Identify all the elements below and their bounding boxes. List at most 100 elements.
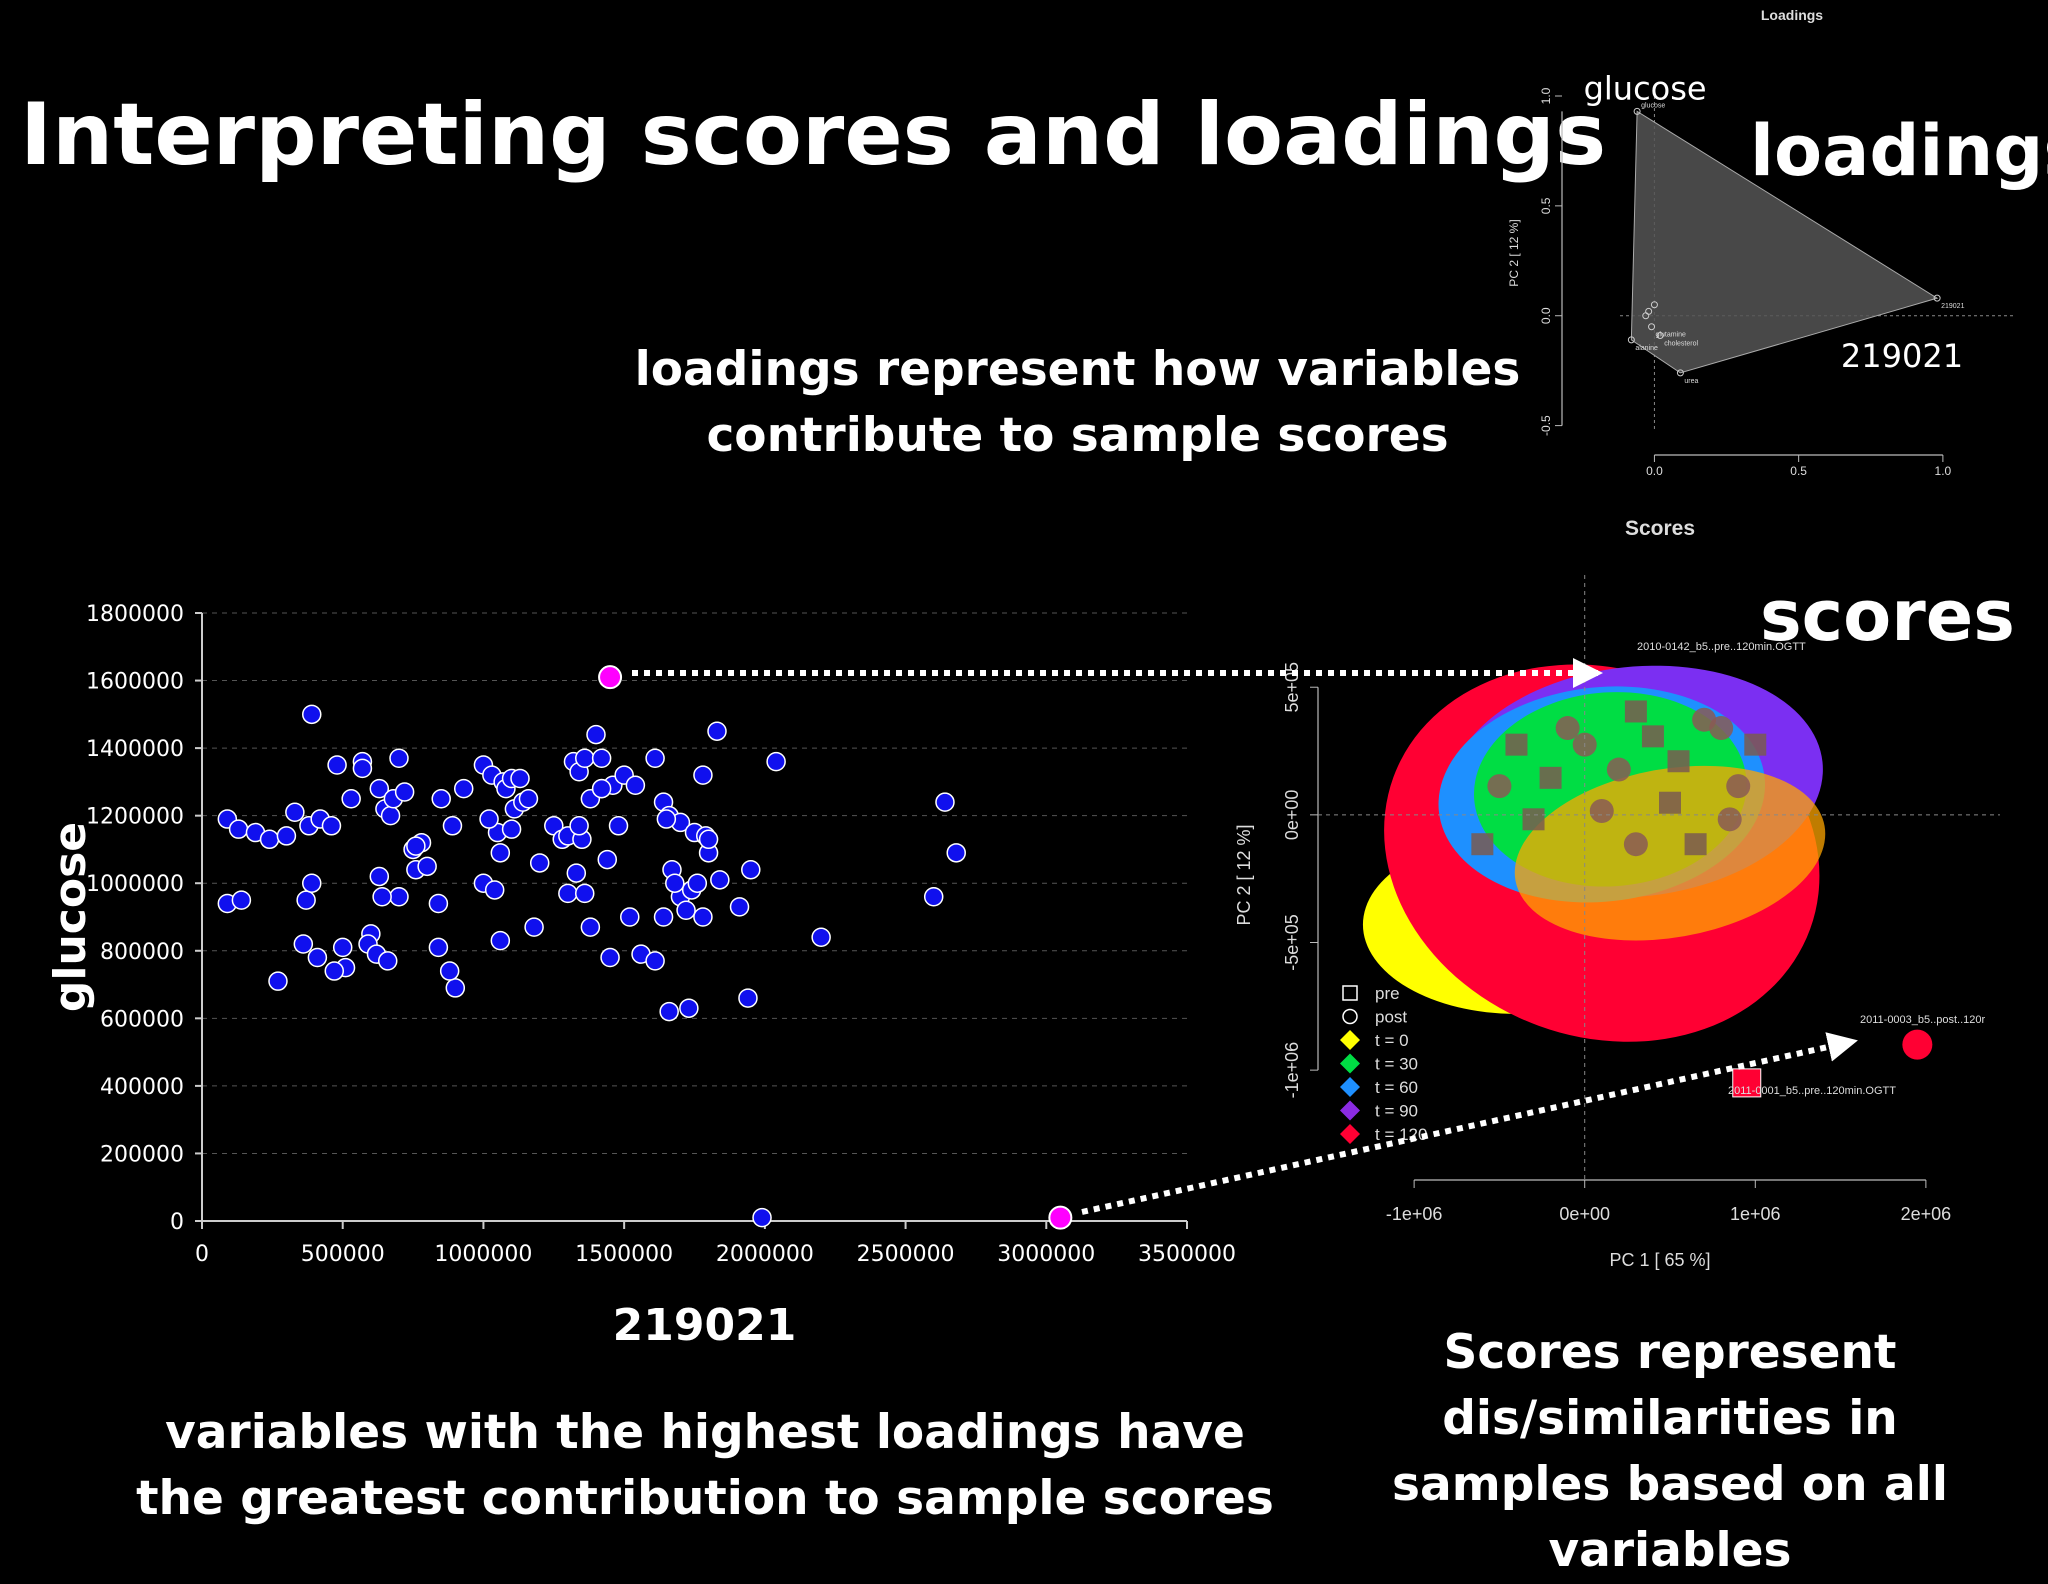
highlight-point [598, 665, 623, 690]
data-point [566, 863, 587, 883]
x-tick-label: 2500000 [857, 1242, 955, 1267]
y-tick-label: 800000 [100, 940, 184, 965]
data-point [285, 802, 305, 823]
data-point [600, 947, 620, 968]
data-point [276, 826, 297, 846]
data-point [389, 748, 409, 768]
loadings-x-tick-label: 0.5 [1790, 464, 1807, 478]
data-point [935, 792, 955, 812]
loadings-y-tick-label: 1.0 [1539, 87, 1553, 104]
legend-marker [1342, 1008, 1358, 1025]
x-tick-label: 1000000 [434, 1242, 532, 1267]
loading-point-label: glutamine [1656, 332, 1686, 339]
data-point [580, 917, 601, 937]
data-point [369, 778, 390, 799]
sample-marker [1623, 832, 1648, 857]
loading-point [1676, 369, 1684, 377]
data-point [591, 748, 612, 768]
scores-x-tick-label: 2e+06 [1901, 1204, 1952, 1224]
data-point [656, 809, 677, 829]
scores-label: scores [1760, 575, 2015, 657]
loadings-x-tick-label: 0.0 [1646, 464, 1663, 478]
data-point [946, 843, 966, 863]
legend-marker [1340, 1077, 1360, 1097]
sample-marker [1539, 766, 1562, 789]
loading-point [1648, 323, 1656, 331]
scores-x-tick-label: 1e+06 [1730, 1204, 1781, 1224]
data-point [608, 816, 629, 836]
y-tick-label: 200000 [100, 1142, 184, 1167]
data-point [501, 819, 522, 839]
charts-canvas: 0 200000 400000 600000 800000 1000000 1200000 1… [45, 7, 2015, 1351]
data-point [296, 890, 316, 910]
arrow-bottom-highlight [1081, 1032, 1858, 1215]
scores-title: Scores [1625, 517, 1695, 540]
data-point [558, 883, 578, 904]
loading-point-label: glucose [1641, 102, 1665, 109]
loading-point [1645, 307, 1653, 315]
data-point [591, 778, 612, 799]
legend-label: t = 30 [1375, 1055, 1418, 1074]
annotation-sample-3: 2011-0001_b5..pre..120min.OGTT [1728, 1085, 1896, 1097]
annotation-219021: 219021 [1841, 337, 1963, 375]
data-point [679, 998, 699, 1018]
scores-x-tick-label: 0e+00 [1559, 1204, 1610, 1224]
legend-marker [1340, 1100, 1360, 1121]
data-point [923, 886, 944, 907]
sample-marker [1641, 725, 1664, 748]
data-point [453, 778, 474, 799]
annotation-sample-1: 2010-0142_b5..pre..120min.OGTT [1637, 641, 1806, 653]
data-point [597, 849, 618, 870]
annotation-glucose: glucose [1584, 69, 1707, 107]
legend-label: t = 90 [1375, 1102, 1418, 1121]
data-point [428, 937, 449, 958]
sample-marker [1624, 700, 1647, 723]
legend-label: t = 0 [1375, 1031, 1409, 1050]
loadings-y-tick-label: 0.0 [1539, 307, 1553, 324]
data-point [341, 789, 361, 809]
loadings-hull [1630, 110, 1939, 374]
data-point [302, 873, 322, 893]
raw-scatter-chart: 0 200000 400000 600000 800000 1000000 1200000 1… [45, 602, 1236, 1351]
sample-marker [1589, 799, 1614, 824]
data-point [811, 927, 831, 948]
data-point [653, 907, 674, 927]
sample-marker [1471, 833, 1494, 856]
data-point [228, 819, 249, 839]
data-point [417, 856, 437, 877]
data-point [518, 789, 539, 809]
y-tick-label: 600000 [100, 1007, 184, 1032]
x-tick-label: 0 [195, 1242, 209, 1267]
sample-marker [1667, 750, 1690, 773]
data-point [574, 748, 595, 768]
sample-marker [1505, 733, 1528, 756]
data-point [490, 930, 511, 951]
scores-y-tick-label: -1e+06 [1282, 1042, 1302, 1099]
annotation-sample-2: 2011-0003_b5..post..120r [1860, 1014, 1986, 1026]
data-point [479, 809, 499, 829]
y-tick-label: 400000 [100, 1075, 184, 1100]
data-point [693, 765, 713, 785]
x-axis-title: 219021 [613, 1300, 797, 1351]
x-tick-label: 500000 [301, 1242, 385, 1267]
y-axis-title: glucose [45, 822, 96, 1012]
scores-y-tick-label: -5e+05 [1282, 914, 1302, 971]
y-tick-label: 0 [170, 1210, 184, 1235]
data-point [659, 1001, 679, 1022]
data-point [741, 859, 761, 880]
data-point [293, 934, 314, 954]
data-point [665, 873, 685, 893]
loading-point [1656, 332, 1664, 340]
scores-chart: Scores 5e+05 0e+00 -5e+05 -1e+06 -1e+06 0e+00 1… [1234, 517, 2000, 1270]
sample-marker [1717, 807, 1742, 832]
loading-point-label: 219021 [1941, 303, 1964, 310]
loading-point-label: cholesterol [1664, 341, 1698, 348]
data-point [620, 907, 640, 927]
legend-marker [1340, 1030, 1360, 1050]
x-tick-label: 2000000 [716, 1242, 814, 1267]
data-point [698, 829, 719, 850]
loading-point [1627, 336, 1635, 344]
data-point [693, 907, 713, 927]
sample-marker [1744, 733, 1767, 756]
legend-label: t = 60 [1375, 1078, 1418, 1097]
